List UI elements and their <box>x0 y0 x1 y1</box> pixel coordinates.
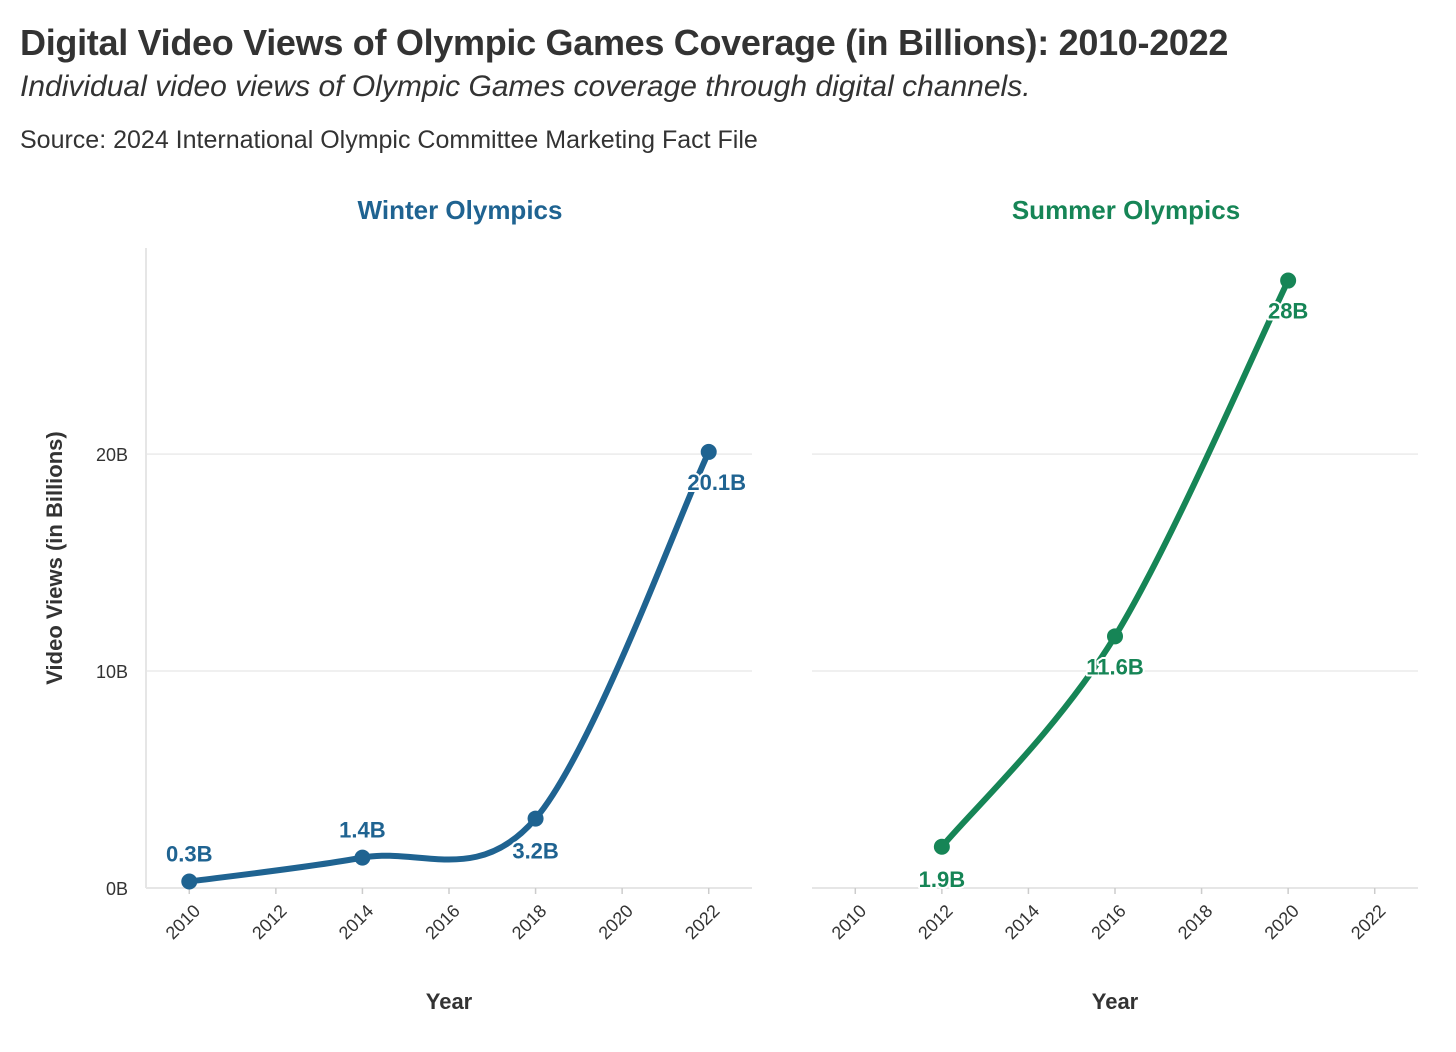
x-tick-label: 2012 <box>248 901 290 943</box>
x-tick-label: 2012 <box>914 901 956 943</box>
data-label: 3.2B <box>512 839 558 864</box>
data-label: 1.4B <box>339 818 385 843</box>
facet-title-summer: Summer Olympics <box>1012 195 1240 225</box>
x-tick-label: 2018 <box>1174 901 1216 943</box>
x-tick-label: 2020 <box>595 901 637 943</box>
data-label: 11.6B <box>1086 654 1144 679</box>
y-tick-label: 20B <box>96 445 128 465</box>
data-label: 20.1B <box>687 470 746 495</box>
y-tick-label: 10B <box>96 662 128 682</box>
data-point <box>181 873 198 890</box>
data-point <box>354 849 371 866</box>
y-tick-label: 0B <box>106 879 128 899</box>
data-label: 28B <box>1268 299 1308 324</box>
x-tick-label: 2014 <box>1001 901 1043 943</box>
x-tick-label: 2022 <box>681 901 723 943</box>
chart-source: Source: 2024 International Olympic Commi… <box>20 126 758 154</box>
series-line <box>938 277 1292 850</box>
data-point <box>1280 272 1297 289</box>
data-point <box>700 443 717 460</box>
series-line <box>186 448 712 885</box>
x-axis-title: Year <box>426 989 473 1014</box>
chart-subtitle: Individual video views of Olympic Games … <box>20 70 1031 103</box>
facet-title-winter: Winter Olympics <box>358 195 563 225</box>
x-tick-label: 2016 <box>1087 901 1129 943</box>
data-point <box>527 810 544 827</box>
x-tick-label: 2022 <box>1347 901 1389 943</box>
chart-title: Digital Video Views of Olympic Games Cov… <box>20 22 1229 63</box>
data-point <box>933 838 950 855</box>
x-axis-title: Year <box>1092 989 1139 1014</box>
data-label: 1.9B <box>919 867 965 892</box>
data-point <box>1107 628 1123 645</box>
x-tick-label: 2014 <box>335 901 377 943</box>
x-tick-label: 2018 <box>508 901 550 943</box>
data-label: 0.3B <box>166 841 212 866</box>
x-tick-label: 2016 <box>421 901 463 943</box>
x-tick-label: 2010 <box>828 901 870 943</box>
y-axis-title: Video Views (in Billions) <box>42 431 67 684</box>
x-tick-label: 2010 <box>162 901 204 943</box>
x-tick-label: 2020 <box>1261 901 1303 943</box>
